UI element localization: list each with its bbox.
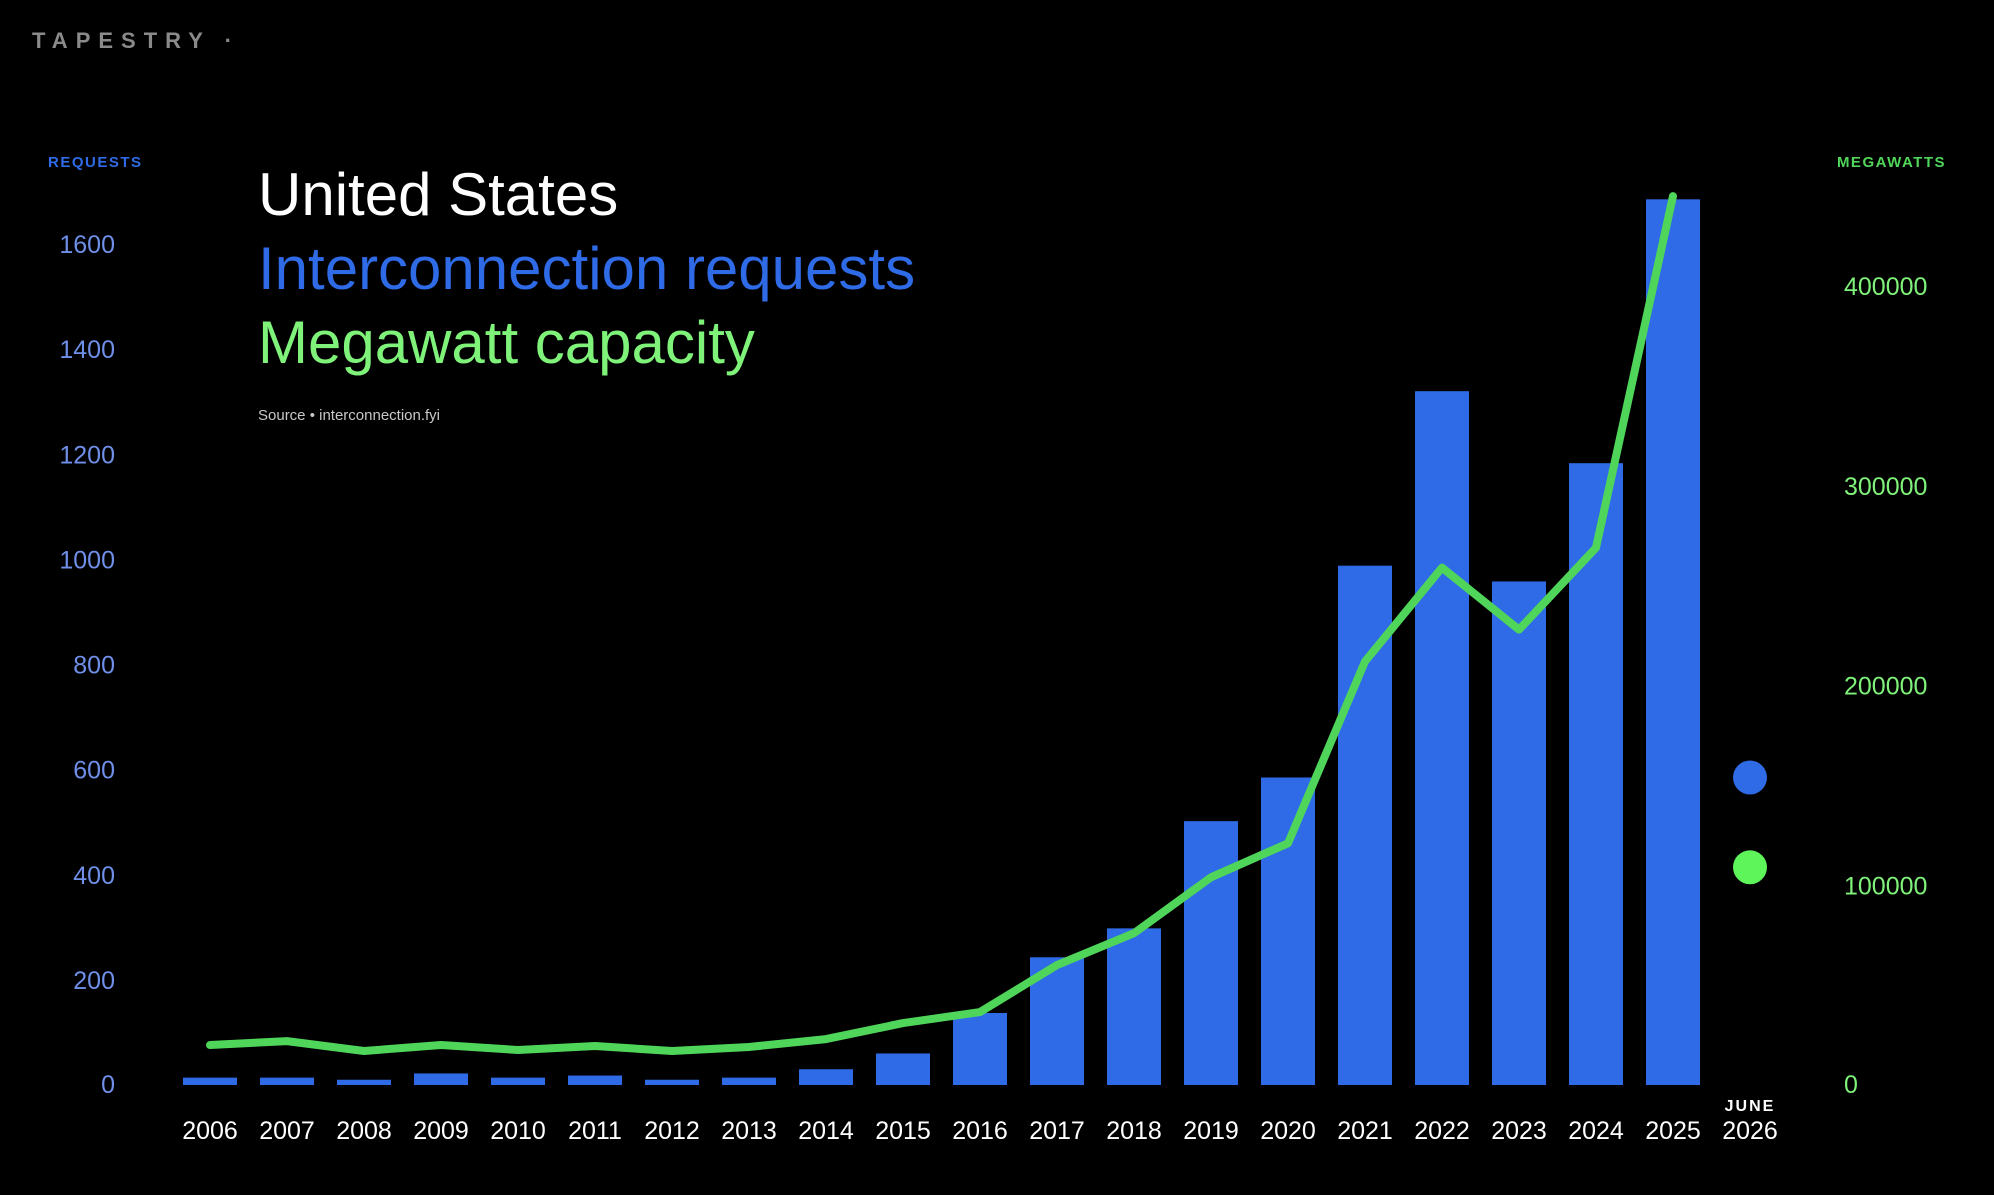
x-tick-label: 2013: [721, 1117, 777, 1145]
y-left-tick-label: 1000: [59, 546, 115, 574]
bar-requests-2006: [183, 1077, 237, 1085]
chart-title-block: United States Interconnection requests M…: [258, 158, 915, 380]
bar-requests-2018: [1107, 928, 1161, 1085]
bar-requests-2012: [645, 1079, 699, 1085]
x-tick-label: 2008: [336, 1117, 392, 1145]
y-left-tick-label: 1400: [59, 336, 115, 364]
y-right-tick-label: 200000: [1844, 673, 1927, 701]
megawatt-line-layer: [206, 192, 1677, 1055]
bar-requests-2016: [953, 1012, 1007, 1085]
y-left-tick-label: 600: [73, 757, 115, 785]
x-tick-label: 2019: [1183, 1117, 1239, 1145]
x-tick-label: 2022: [1414, 1117, 1470, 1145]
x-tick-label: 2018: [1106, 1117, 1162, 1145]
bar-requests-2021: [1338, 565, 1392, 1085]
x-tick-label: 2025: [1645, 1117, 1701, 1145]
marker-megawatts-2026: [1733, 850, 1767, 885]
y-left-tick-label: 800: [73, 652, 115, 680]
y-right-tick-label: 400000: [1844, 273, 1927, 301]
chart-title-requests: Interconnection requests: [258, 235, 916, 302]
chart-title-megawatts: Megawatt capacity: [258, 309, 755, 376]
bar-requests-2023: [1492, 581, 1546, 1085]
y-left-tick-label: 200: [73, 967, 115, 995]
bar-requests-2024: [1569, 463, 1623, 1085]
x-tick-label: 2010: [490, 1117, 546, 1145]
y-right-ticks: 0 100000 200000 300000 400000: [1844, 273, 1927, 1099]
chart-title-country: United States: [258, 161, 619, 228]
x-tick-label: 2014: [798, 1117, 854, 1145]
y-right-axis-label: MEGAWATTS: [1837, 154, 1946, 171]
y-left-tick-label: 1600: [59, 231, 115, 259]
x-tick-label: 2017: [1029, 1117, 1085, 1145]
y-left-tick-label: 1200: [59, 441, 115, 469]
y-right-tick-label: 0: [1844, 1071, 1858, 1099]
x-tick-label: 2006: [182, 1117, 238, 1145]
marker-requests-2026: [1733, 760, 1767, 795]
x-tick-label: 2007: [259, 1117, 315, 1145]
y-left-tick-label: 400: [73, 862, 115, 890]
bar-requests-2011: [568, 1075, 622, 1085]
x-tick-label: 2024: [1568, 1117, 1624, 1145]
bar-requests-2014: [799, 1069, 853, 1085]
bar-requests-2025: [1646, 199, 1700, 1085]
x-tick-label: 2009: [413, 1117, 469, 1145]
megawatt-capacity-line: [206, 192, 1677, 1055]
requests-bars: [183, 199, 1700, 1085]
x-tick-note-june: JUNE: [1725, 1098, 1776, 1115]
bar-requests-2015: [876, 1053, 930, 1085]
x-tick-label: 2011: [568, 1117, 622, 1145]
bar-requests-2010: [491, 1077, 545, 1085]
bar-requests-2007: [260, 1077, 314, 1085]
x-tick-label: 2015: [875, 1117, 931, 1145]
x-tick-label: 2021: [1337, 1117, 1393, 1145]
y-right-tick-label: 300000: [1844, 473, 1927, 501]
chart-source: Source • interconnection.fyi: [258, 407, 441, 424]
x-ticks: 2006 2007 2008 2009 2010 2011 2012 2013 2014 2015…: [182, 1117, 1778, 1145]
x-tick-label: 2016: [952, 1117, 1008, 1145]
bar-requests-2013: [722, 1077, 776, 1085]
y-left-ticks: 0 200 400 600 800 1000 1200 1400 1600: [59, 231, 115, 1099]
bar-requests-2022: [1415, 391, 1469, 1085]
bar-requests-2020: [1261, 777, 1315, 1085]
y-left-axis-label: REQUESTS: [48, 154, 143, 171]
brand-logo: TAPESTRY ·: [32, 28, 240, 53]
y-right-tick-label: 100000: [1844, 872, 1927, 900]
x-tick-label: 2012: [644, 1117, 700, 1145]
bar-requests-2008: [337, 1079, 391, 1085]
x-tick-label: 2020: [1260, 1117, 1316, 1145]
y-left-tick-label: 0: [101, 1071, 115, 1099]
bar-requests-2019: [1184, 821, 1238, 1085]
x-tick-label: 2023: [1491, 1117, 1547, 1145]
markers-2026: [1733, 760, 1767, 885]
x-tick-label: 2026: [1722, 1117, 1778, 1145]
bar-requests-2009: [414, 1073, 468, 1085]
